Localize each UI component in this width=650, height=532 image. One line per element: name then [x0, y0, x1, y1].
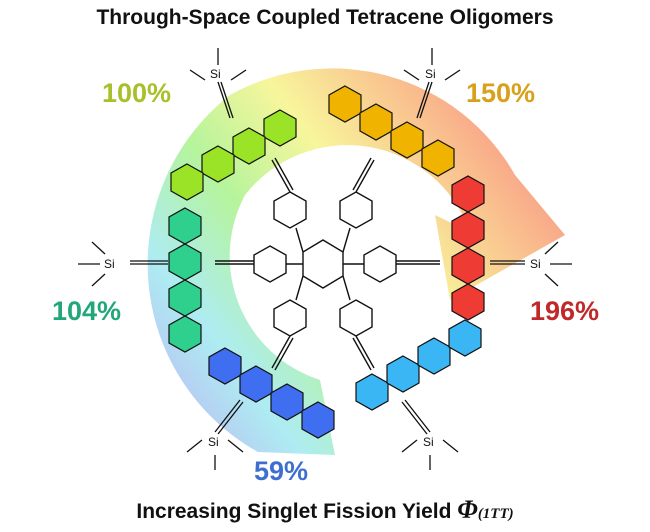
yield-label-100: 100% [102, 78, 172, 108]
tetracene-orange [328, 85, 455, 177]
si-label-right: Si [530, 257, 541, 271]
si-label-bottom-right: Si [423, 435, 434, 449]
yield-label-150: 150% [466, 78, 536, 108]
phi-subscript: (1TT) [477, 506, 514, 522]
figure-title: Through-Space Coupled Tetracene Oligomer… [96, 6, 554, 29]
footer-caption: Increasing Singlet Fission Yield Φ(1TT) [0, 495, 650, 525]
yield-label-59: 59% [254, 456, 309, 486]
tetracene-teal [168, 207, 202, 353]
tips-group-bottom-right [401, 399, 459, 470]
tetracene-red [451, 175, 485, 321]
tetracene-green [170, 109, 297, 201]
tips-group-bottom-left [186, 399, 244, 470]
tetracene-cyan [355, 319, 482, 411]
cycle-arrow [147, 68, 565, 456]
si-label-bottom-left: Si [208, 435, 219, 449]
footer-text: Increasing Singlet Fission Yield [136, 500, 452, 523]
tips-group-top-right [403, 48, 461, 119]
tips-group-top-left [189, 48, 247, 119]
yield-label-196: 196% [530, 296, 600, 326]
si-label-left: Si [104, 257, 115, 271]
si-label-top-left: Si [210, 67, 221, 81]
yield-label-104: 104% [52, 296, 122, 326]
tips-group-left [78, 241, 168, 287]
tips-group-right [490, 241, 572, 287]
si-label-top-right: Si [425, 67, 436, 81]
phi-symbol: Φ [457, 495, 478, 524]
tetracene-blue [208, 347, 335, 439]
benzene-core [215, 157, 440, 371]
